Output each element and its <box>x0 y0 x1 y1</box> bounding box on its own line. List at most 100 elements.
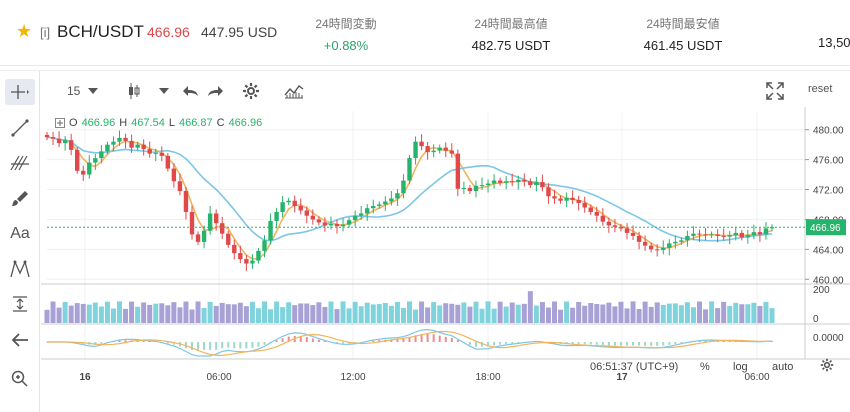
candle-body <box>595 212 599 216</box>
macd-histogram-bar <box>143 341 145 342</box>
candle-body <box>558 198 562 200</box>
candle-body <box>528 181 532 185</box>
volume-bar <box>256 308 261 323</box>
volume-bar <box>643 302 648 323</box>
candle-body <box>274 212 278 221</box>
stat-value: 482.75 USDT <box>446 38 576 53</box>
chart-widget: Aa 15 <box>0 70 850 411</box>
candle-body <box>172 169 176 182</box>
candle-body <box>293 201 297 206</box>
volume-bar <box>443 303 448 323</box>
volume-bar <box>401 308 406 323</box>
candle-body <box>740 233 744 237</box>
candle-body <box>456 154 460 189</box>
volume-bar <box>455 305 460 323</box>
macd-histogram-bar <box>505 342 507 344</box>
volume-bar <box>328 302 333 323</box>
candle-body <box>570 198 574 200</box>
volume-bar <box>141 302 146 323</box>
volume-bar <box>196 301 201 323</box>
volume-bar <box>721 302 726 323</box>
volume-bar <box>274 302 279 323</box>
volume-bar <box>111 309 116 323</box>
macd-histogram-bar <box>251 342 253 348</box>
ohlc-legend: O 466.96 H 467.54 L 466.87 C 466.96 <box>55 117 262 129</box>
candle-body <box>329 224 333 225</box>
stat-value: 461.45 USDT <box>618 38 748 53</box>
log-toggle[interactable]: log <box>733 361 748 373</box>
candle-body <box>540 182 544 187</box>
candle-body <box>202 231 206 242</box>
candle-body <box>214 213 218 223</box>
candle-body <box>431 151 435 152</box>
volume-bar <box>407 301 412 323</box>
candle-body <box>552 196 556 198</box>
volume-bar <box>480 309 485 323</box>
volume-bar <box>570 308 575 323</box>
candle-body <box>401 181 405 194</box>
volume-bar <box>606 303 611 323</box>
volume-bar <box>655 302 660 323</box>
legend-collapse-icon[interactable] <box>55 118 65 128</box>
volume-bar <box>262 301 267 323</box>
price-usd: 447.95 USD <box>201 24 277 40</box>
ohlc-l-label: L <box>169 117 175 129</box>
volume-bar <box>87 305 92 323</box>
candle-body <box>299 206 303 210</box>
volume-bar <box>757 306 762 323</box>
volume-bar <box>298 303 303 323</box>
stat-cutoff-value: 13,50 <box>818 35 850 50</box>
volume-bar <box>214 306 219 323</box>
stat-label: 24時間変動 <box>281 15 411 32</box>
candle-body <box>105 145 109 152</box>
volume-bar <box>467 307 472 323</box>
volume-bar <box>220 303 225 323</box>
candle-body <box>178 181 182 191</box>
volume-bar <box>135 307 140 323</box>
volume-bar <box>510 303 515 323</box>
candle-body <box>377 204 381 205</box>
volume-bar <box>727 306 732 323</box>
volume-bar <box>208 302 213 323</box>
ohlc-c-value: 466.96 <box>229 117 263 129</box>
macd-histogram-bar <box>602 342 604 345</box>
y-tick-label: 464.00 <box>813 245 844 256</box>
volume-bar <box>371 304 376 323</box>
favorite-star-icon[interactable]: ★ <box>16 22 32 40</box>
ohlc-h-value: 467.54 <box>131 117 165 129</box>
volume-bar <box>588 303 593 323</box>
macd-histogram-bar <box>306 337 308 342</box>
volume-bar <box>612 306 617 323</box>
volume-bar <box>268 309 273 323</box>
candle-body <box>45 135 49 137</box>
candle-body <box>685 236 689 240</box>
bottom-settings-gear-icon[interactable] <box>820 358 834 375</box>
volume-bar <box>45 310 50 323</box>
volume-bar <box>81 304 86 323</box>
macd-histogram-bar <box>493 342 495 345</box>
volume-bar <box>57 308 62 323</box>
percent-toggle[interactable]: % <box>700 361 710 373</box>
candle-body <box>160 153 164 156</box>
volume-bar <box>576 302 581 323</box>
volume-bar <box>129 302 134 323</box>
candle-body <box>438 148 442 151</box>
macd-histogram-bar <box>203 342 205 350</box>
volume-bar <box>159 303 164 323</box>
auto-toggle[interactable]: auto <box>772 361 793 373</box>
candle-body <box>395 193 399 198</box>
last-price-label: 466.96 <box>810 223 841 234</box>
macd-histogram-bar <box>245 342 247 348</box>
stat-24h-low: 24時間最安値 461.45 USDT <box>618 15 748 53</box>
volume-bar <box>226 304 231 323</box>
candle-body <box>371 206 375 208</box>
macd-histogram-bar <box>656 342 658 346</box>
candle-body <box>244 259 248 263</box>
macd-histogram-bar <box>215 342 217 350</box>
candle-body <box>341 225 345 226</box>
candle-body <box>679 240 683 241</box>
volume-bar <box>739 304 744 323</box>
candle-body <box>323 222 327 225</box>
macd-histogram-bar <box>596 342 598 345</box>
volume-bar <box>498 302 503 323</box>
